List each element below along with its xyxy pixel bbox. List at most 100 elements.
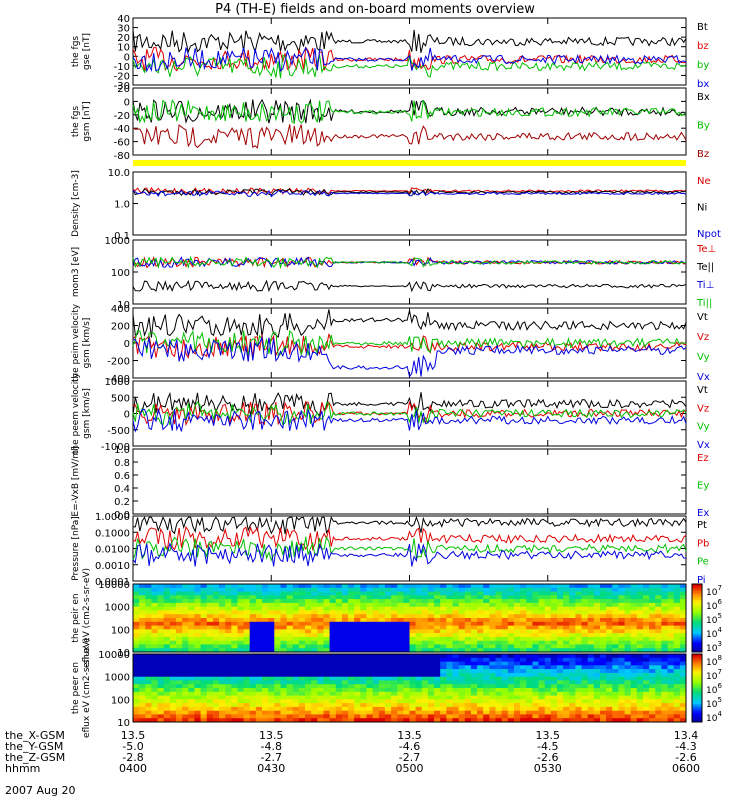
heatmap-cell xyxy=(409,665,417,670)
colorbar-segment xyxy=(692,618,702,621)
heatmap-cell xyxy=(593,665,601,670)
y-tick-label: 0 xyxy=(124,97,130,108)
heatmap-cell xyxy=(372,680,380,685)
heatmap-cell xyxy=(477,584,484,589)
heatmap-cell xyxy=(182,614,189,619)
heatmap-cell xyxy=(483,665,490,670)
heatmap-cell xyxy=(133,672,140,678)
heatmap-cell xyxy=(630,633,638,638)
heatmap-cell xyxy=(292,665,300,670)
heatmap-cell xyxy=(274,625,281,630)
heatmap-cell xyxy=(427,710,435,715)
heatmap-cell xyxy=(212,710,220,715)
heatmap-cell xyxy=(237,618,245,623)
heatmap-cell xyxy=(624,591,632,596)
heatmap-cell xyxy=(237,688,245,693)
heatmap-cell xyxy=(372,676,380,681)
heatmap-cell xyxy=(194,661,201,666)
heatmap-cell xyxy=(305,602,312,608)
heatmap-cell xyxy=(139,629,146,634)
heatmap-cell xyxy=(157,699,165,704)
heatmap-cell xyxy=(569,584,576,589)
heatmap-cell xyxy=(274,706,281,712)
heatmap-cell xyxy=(219,640,226,645)
heatmap-cell xyxy=(581,648,589,653)
heatmap-cell xyxy=(206,695,214,700)
heatmap-cell xyxy=(366,714,374,719)
heatmap-cell xyxy=(163,657,171,663)
heatmap-cell xyxy=(673,688,681,693)
heatmap-cell xyxy=(452,661,460,666)
heatmap-cell xyxy=(145,654,152,659)
heatmap-cell xyxy=(421,610,429,615)
heatmap-cell xyxy=(630,657,638,663)
heatmap-cell xyxy=(636,699,644,704)
heatmap-cell xyxy=(249,591,257,596)
heatmap-cell xyxy=(557,710,564,715)
heatmap-cell xyxy=(163,714,171,719)
heatmap-cell xyxy=(305,691,312,697)
heatmap-cell xyxy=(550,691,558,697)
heatmap-cell xyxy=(679,587,687,593)
heatmap-cell xyxy=(182,610,189,615)
heatmap-cell xyxy=(305,610,312,615)
heatmap-cell xyxy=(255,669,263,674)
heatmap-cell xyxy=(225,587,232,593)
colorbar-segment xyxy=(692,615,702,619)
heatmap-cell xyxy=(255,629,263,634)
legend-entry-bz: bz xyxy=(697,41,709,52)
heatmap-cell xyxy=(409,599,417,604)
heatmap-cell xyxy=(464,629,472,634)
heatmap-cell xyxy=(679,684,687,689)
heatmap-cell xyxy=(514,669,521,674)
heatmap-cell xyxy=(262,665,269,670)
heatmap-cell xyxy=(194,618,201,623)
heatmap-cell xyxy=(163,648,171,653)
heatmap-cell xyxy=(243,587,251,593)
heatmap-cell xyxy=(200,602,208,608)
heatmap-cell xyxy=(581,640,589,645)
heatmap-cell xyxy=(249,644,257,649)
heatmap-cell xyxy=(292,657,300,663)
heatmap-cell xyxy=(403,602,410,608)
heatmap-cell xyxy=(323,661,331,666)
heatmap-cell xyxy=(593,614,601,619)
heatmap-cell xyxy=(305,710,312,715)
heatmap-cell xyxy=(255,718,263,723)
heatmap-cell xyxy=(440,676,447,681)
heatmap-cell xyxy=(255,672,263,678)
heatmap-cell xyxy=(163,718,171,723)
heatmap-cell xyxy=(661,691,668,697)
heatmap-cell xyxy=(360,629,367,634)
heatmap-cell xyxy=(188,618,195,623)
heatmap-cell xyxy=(329,691,337,697)
heatmap-cell xyxy=(243,661,251,666)
heatmap-cell xyxy=(624,688,632,693)
heatmap-cell xyxy=(569,691,576,697)
heatmap-cell xyxy=(470,710,478,715)
heatmap-cell xyxy=(600,661,607,666)
heatmap-cell xyxy=(249,618,257,623)
heatmap-cell xyxy=(679,636,687,642)
heatmap-cell xyxy=(507,648,515,653)
heatmap-cell xyxy=(360,599,367,604)
heatmap-cell xyxy=(360,714,367,719)
heatmap-cell xyxy=(243,602,251,608)
heatmap-cell xyxy=(612,665,619,670)
heatmap-cell xyxy=(427,621,435,627)
heatmap-cell xyxy=(317,625,324,630)
heatmap-cell xyxy=(403,648,410,653)
heatmap-cell xyxy=(440,599,447,604)
colorbar-segment xyxy=(692,645,702,648)
heatmap-cell xyxy=(182,691,189,697)
heatmap-cell xyxy=(163,710,171,715)
heatmap-cell xyxy=(243,610,251,615)
heatmap-cell xyxy=(323,625,331,630)
heatmap-cell xyxy=(612,644,619,649)
heatmap-cell xyxy=(495,695,503,700)
heatmap-cell xyxy=(237,657,245,663)
heatmap-cell xyxy=(427,691,435,697)
heatmap-cell xyxy=(231,625,238,630)
heatmap-cell xyxy=(176,657,183,663)
heatmap-cell xyxy=(354,695,361,700)
